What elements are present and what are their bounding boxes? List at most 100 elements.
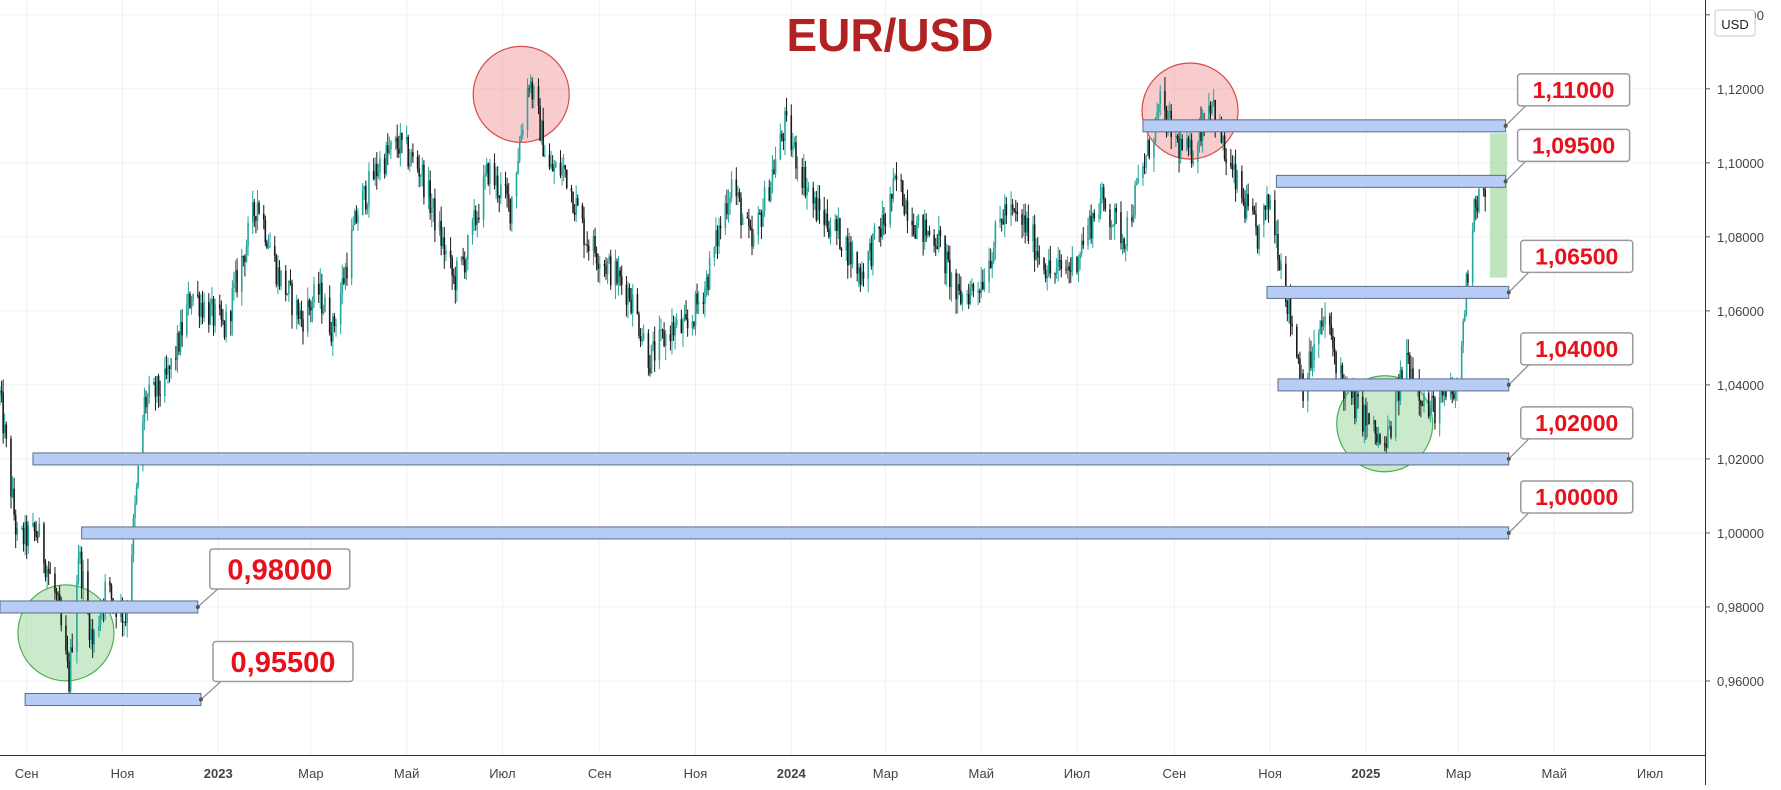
candle-body [564, 165, 566, 170]
candle-body [636, 294, 639, 315]
candle-body [1412, 368, 1414, 384]
currency-box[interactable] [1714, 9, 1756, 37]
candle-body [377, 172, 380, 177]
candle-body [781, 133, 783, 139]
time-tick-label: Мар [873, 766, 898, 781]
candle-body [482, 175, 485, 220]
level-band[interactable] [1275, 174, 1507, 188]
candle-body [13, 488, 15, 516]
candle-body [245, 246, 248, 262]
candle-body [14, 515, 17, 535]
level-label-box[interactable] [1516, 73, 1631, 107]
candle-body [826, 213, 829, 229]
candle-body [418, 168, 420, 177]
candle-body [868, 243, 871, 252]
candle-body [328, 297, 331, 334]
level-label-box[interactable] [1520, 332, 1634, 366]
candle-body [297, 299, 300, 320]
candle-body [1159, 91, 1162, 105]
candle-body [884, 224, 887, 226]
candle-body [54, 573, 56, 593]
level-label: 1,11000 [1533, 77, 1615, 103]
candle-body [1385, 443, 1388, 448]
candle-body [779, 133, 782, 160]
price-tick-label: 1,12000 [1717, 82, 1764, 97]
candle-body [972, 284, 975, 291]
candle-body [242, 255, 245, 257]
candle-body [465, 259, 468, 273]
price-tick-label: 1,00000 [1717, 526, 1764, 541]
candle-body [1453, 393, 1455, 399]
candle-body [818, 198, 821, 211]
candle-body [277, 267, 279, 285]
candle-body [104, 581, 106, 609]
callout-pointer [1508, 271, 1530, 293]
candle-body [793, 142, 796, 146]
candle-body [1355, 394, 1358, 419]
candle-body [354, 211, 356, 226]
candle-body [1168, 111, 1171, 113]
candle-body [730, 179, 733, 198]
candle-body [1341, 365, 1344, 379]
candle-body [1143, 166, 1146, 168]
candle-body [256, 202, 259, 221]
candles [0, 74, 1487, 702]
candle-body [493, 163, 496, 186]
candle-body [1068, 266, 1070, 271]
candle-body [1220, 121, 1223, 143]
level-label-box[interactable] [212, 640, 354, 683]
level-label: 1,02000 [1535, 410, 1618, 436]
candle-body [562, 165, 565, 169]
candle-body [374, 163, 377, 180]
candle-body [587, 245, 590, 252]
candle-body [509, 198, 512, 224]
candle-body [511, 196, 513, 224]
candle-body [625, 284, 628, 305]
level-label-box[interactable] [1516, 128, 1631, 163]
level-band[interactable] [81, 526, 1510, 540]
candle-body [1120, 212, 1122, 244]
candle-body [850, 242, 852, 264]
level-band[interactable] [32, 452, 1510, 466]
level-band[interactable] [24, 692, 202, 706]
candle-body [889, 194, 891, 225]
candle-body [814, 197, 816, 204]
candle-body [680, 319, 683, 333]
candle-body [1253, 210, 1256, 215]
candle-body [124, 621, 127, 623]
candle-body [631, 294, 634, 313]
time-tick-label: Мар [298, 766, 323, 781]
level-label-box[interactable] [1520, 406, 1634, 440]
candle-body [278, 267, 281, 287]
candle-body [938, 230, 940, 249]
level-band[interactable] [1142, 119, 1507, 133]
callout-pointer [1505, 160, 1527, 182]
candle-body [839, 218, 841, 249]
level-band[interactable] [1266, 285, 1510, 299]
candle-body [961, 294, 964, 304]
level-label-box[interactable] [1520, 239, 1634, 274]
candle-body [1038, 256, 1041, 258]
candle-body [543, 154, 546, 157]
candle-body [343, 278, 345, 284]
candle-body [473, 210, 475, 220]
candle-body [1113, 208, 1116, 226]
candle-body [867, 251, 869, 279]
level-label-box[interactable] [209, 548, 351, 590]
candle-body [1093, 213, 1096, 219]
candle-body [240, 255, 243, 293]
candle-body [1047, 260, 1050, 276]
candle-body [262, 213, 265, 220]
candle-body [1145, 155, 1147, 168]
level-band[interactable] [1277, 378, 1510, 392]
candle-body [170, 358, 172, 370]
candle-body [266, 242, 268, 248]
level-label-box[interactable] [1520, 480, 1634, 514]
time-tick-label: Сен [1162, 766, 1186, 781]
candle-body [873, 226, 876, 234]
candle-body [782, 138, 785, 141]
level-band[interactable] [0, 600, 199, 614]
candle-body [735, 179, 738, 197]
candle-body [912, 225, 915, 235]
candle-body [1132, 215, 1135, 222]
